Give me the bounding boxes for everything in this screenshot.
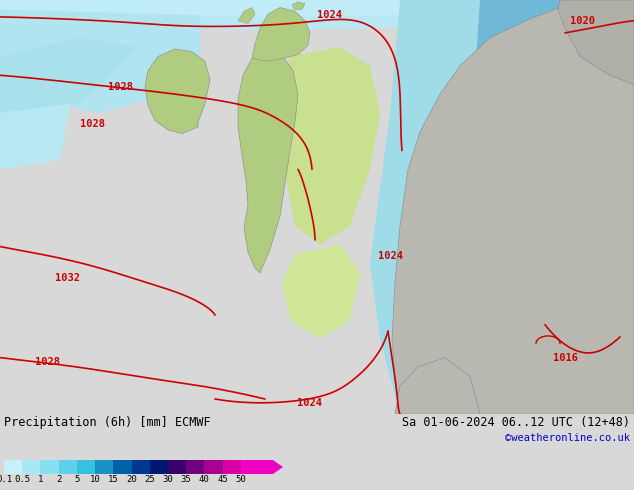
Polygon shape: [238, 7, 255, 24]
Polygon shape: [0, 103, 70, 170]
Polygon shape: [370, 0, 634, 414]
Polygon shape: [392, 0, 634, 414]
Text: Sa 01-06-2024 06..12 UTC (12+48): Sa 01-06-2024 06..12 UTC (12+48): [402, 416, 630, 429]
Polygon shape: [292, 2, 305, 9]
Text: 5: 5: [74, 475, 79, 484]
Polygon shape: [558, 0, 634, 85]
Text: 20: 20: [126, 475, 137, 484]
Bar: [58, 460, 77, 474]
Text: 0.1: 0.1: [0, 475, 12, 484]
Bar: [131, 460, 150, 474]
Text: 1032: 1032: [55, 272, 80, 283]
Text: 1024: 1024: [297, 398, 323, 408]
Bar: [241, 460, 259, 474]
Text: 10: 10: [89, 475, 100, 484]
Text: ©weatheronline.co.uk: ©weatheronline.co.uk: [505, 433, 630, 443]
Text: 25: 25: [145, 475, 155, 484]
Polygon shape: [238, 52, 298, 273]
Bar: [223, 460, 241, 474]
Polygon shape: [252, 7, 310, 61]
Polygon shape: [0, 0, 634, 30]
Text: 2: 2: [56, 475, 61, 484]
Bar: [77, 460, 95, 474]
Polygon shape: [575, 207, 634, 348]
Text: 1024: 1024: [318, 10, 342, 20]
Text: 45: 45: [217, 475, 228, 484]
Text: 40: 40: [199, 475, 210, 484]
Text: 1028: 1028: [80, 119, 105, 129]
Text: 15: 15: [108, 475, 119, 484]
Polygon shape: [545, 0, 634, 386]
Text: 1: 1: [38, 475, 43, 484]
Text: 50: 50: [235, 475, 246, 484]
Bar: [150, 460, 168, 474]
Polygon shape: [395, 358, 480, 414]
Bar: [204, 460, 223, 474]
Bar: [186, 460, 204, 474]
Bar: [41, 460, 58, 474]
Bar: [113, 460, 131, 474]
Text: 1020: 1020: [570, 16, 595, 25]
Polygon shape: [0, 38, 140, 113]
Text: 1024: 1024: [378, 251, 403, 261]
Text: 0.5: 0.5: [14, 475, 30, 484]
Text: 30: 30: [162, 475, 173, 484]
Polygon shape: [450, 0, 634, 414]
Polygon shape: [145, 49, 210, 134]
Polygon shape: [280, 47, 380, 245]
Bar: [95, 460, 113, 474]
Text: Precipitation (6h) [mm] ECMWF: Precipitation (6h) [mm] ECMWF: [4, 416, 210, 429]
Bar: [168, 460, 186, 474]
FancyArrow shape: [259, 460, 283, 474]
Text: 1016: 1016: [552, 353, 578, 363]
Text: 1028: 1028: [108, 81, 133, 92]
Polygon shape: [0, 0, 200, 113]
Text: 35: 35: [181, 475, 191, 484]
Bar: [22, 460, 41, 474]
Text: 1028: 1028: [35, 357, 60, 368]
Polygon shape: [0, 0, 634, 17]
Bar: [4, 460, 22, 474]
Polygon shape: [282, 245, 360, 339]
